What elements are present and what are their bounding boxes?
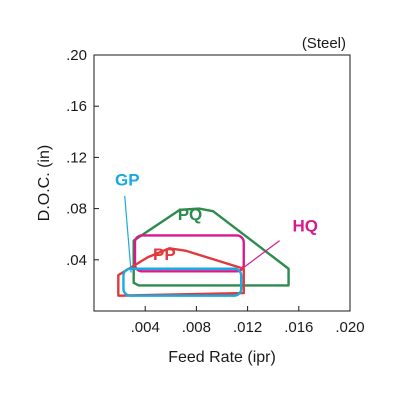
region-layer [117, 207, 290, 297]
pq-region [132, 207, 290, 287]
x-tick-label: .012 [233, 319, 262, 336]
gp-region [122, 267, 243, 297]
x-tick-label: .016 [284, 319, 313, 336]
x-axis: .004 .008 .012 .016 .020 [131, 306, 365, 336]
plot-frame [93, 54, 351, 312]
hq-region [133, 234, 245, 273]
pp-label: PP [153, 245, 176, 264]
hq-leader-line [243, 240, 280, 268]
y-tick-label: .12 [66, 149, 87, 166]
y-tick-label: .20 [66, 47, 87, 64]
hq-label: HQ [292, 217, 318, 236]
y-axis: .04 .08 .12 .16 .20 [66, 47, 99, 269]
y-tick-label: .16 [66, 98, 87, 115]
pq-label: PQ [178, 205, 203, 224]
x-tick-label: .020 [335, 319, 364, 336]
y-tick-label: .08 [66, 201, 87, 218]
y-tick-label: .04 [66, 252, 87, 269]
gp-label: GP [115, 171, 140, 190]
gp-leader-line [124, 195, 132, 273]
x-tick-label: .004 [131, 319, 160, 336]
material-note: (Steel) [302, 35, 346, 52]
region-label-layer: PQ HQ PP GP [115, 171, 318, 273]
x-tick-label: .008 [182, 319, 211, 336]
y-axis-title: D.O.C. (in) [36, 145, 53, 221]
x-axis-title: Feed Rate (ipr) [168, 349, 276, 366]
